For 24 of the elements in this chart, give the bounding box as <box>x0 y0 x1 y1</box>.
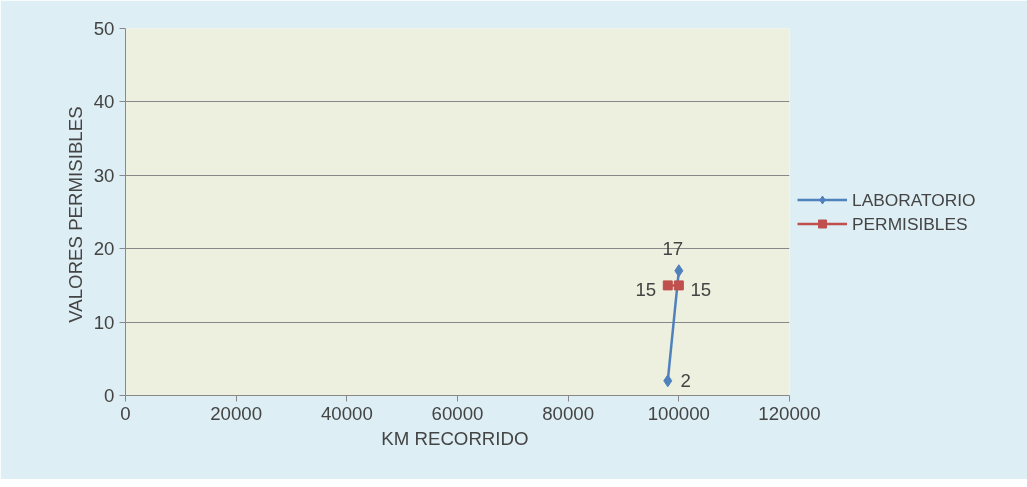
x-tick-label: 20000 <box>210 402 263 424</box>
y-tick-label: 40 <box>93 91 115 113</box>
legend-label: PERMISIBLES <box>852 213 968 234</box>
point <box>674 264 684 278</box>
y-tick-label: 0 <box>104 385 115 406</box>
point <box>662 280 673 291</box>
y-axis-title: VALORES PERMISIBLES <box>64 106 86 323</box>
x-tick-label: 0 <box>120 402 131 424</box>
data-label: 15 <box>635 278 657 300</box>
x-tick-label: 80000 <box>542 402 595 424</box>
y-tick-label: 50 <box>93 18 115 39</box>
point <box>673 280 684 291</box>
legend-label: LABORATORIO <box>852 189 976 210</box>
y-tick-label: 30 <box>93 164 115 186</box>
y-tick-label: 20 <box>93 238 115 260</box>
y-tick-label: 10 <box>93 311 115 333</box>
data-label: 2 <box>680 370 691 392</box>
x-tick-label: 100000 <box>647 402 710 424</box>
point <box>663 374 673 388</box>
x-tick-label: 60000 <box>431 402 484 424</box>
x-axis-title: KM RECORRIDO <box>381 427 529 449</box>
data-label: 15 <box>690 278 712 300</box>
x-tick-label: 120000 <box>758 402 821 424</box>
x-tick-label: 40000 <box>320 402 373 424</box>
